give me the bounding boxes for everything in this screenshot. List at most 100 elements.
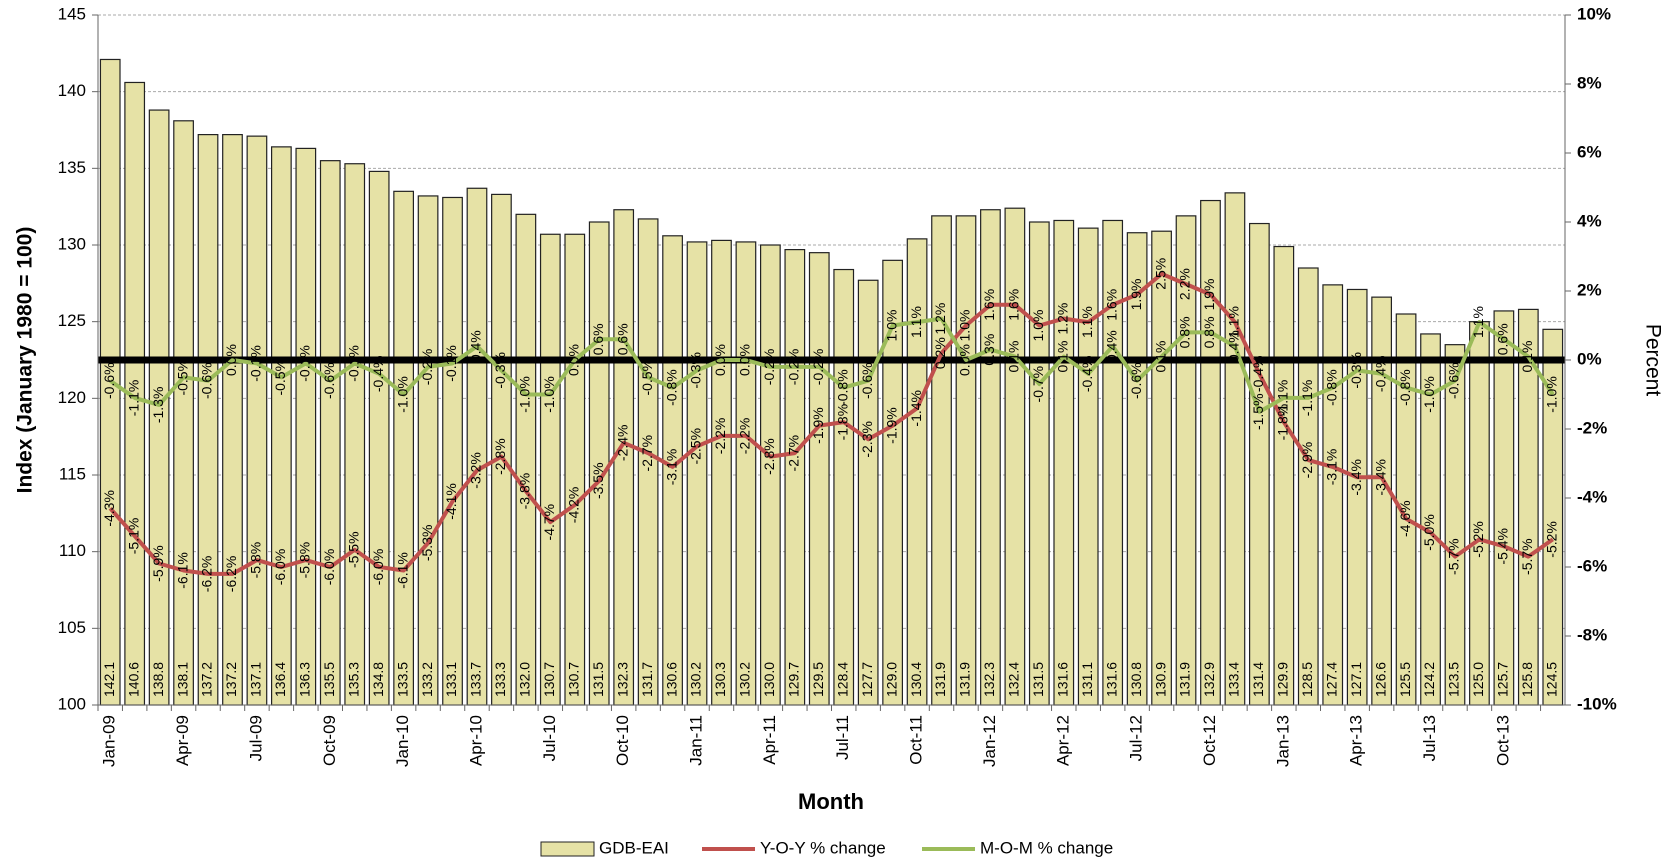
line-value-label: -0.4% (1250, 356, 1266, 393)
x-tick-label: Oct-12 (1200, 715, 1219, 766)
line-value-label: -0.4% (1079, 356, 1095, 393)
bar-value-label: 135.5 (321, 662, 337, 697)
line-value-label: -0.1% (297, 345, 313, 382)
bar (1151, 230, 1172, 706)
bar-value-label: 142.1 (101, 662, 117, 697)
y2-tick-label: 2% (1577, 280, 1602, 299)
y-tick-label: 145 (58, 4, 86, 23)
line-value-label: -0.2% (786, 349, 802, 386)
x-tick-label: Apr-11 (760, 715, 779, 765)
line-value-label: -0.3% (492, 352, 508, 389)
bar-value-label: 130.7 (565, 662, 581, 697)
line-value-label: 0.0% (223, 344, 239, 376)
bar-value-label: 124.2 (1421, 662, 1437, 697)
line-value-label: -5.9% (150, 545, 166, 582)
bar-value-label: 136.4 (272, 662, 288, 697)
legend-label: M-O-M % change (980, 838, 1113, 857)
line-value-label: -3.1% (1323, 449, 1339, 486)
x-tick-label: Jul-13 (1420, 715, 1439, 761)
bar (417, 195, 439, 706)
x-tick-label: Jan-09 (100, 715, 119, 767)
line-value-label: -5.1% (125, 518, 141, 555)
line-value-label: 1.1% (1079, 306, 1095, 338)
bar-value-label: 132.3 (614, 662, 630, 697)
line-value-label: -6.1% (394, 552, 410, 589)
line-value-label: 1.2% (932, 303, 948, 335)
line-value-label: 1.0% (1030, 310, 1046, 342)
bar (1248, 222, 1270, 706)
x-tick-label: Jul-10 (540, 715, 559, 761)
line-value-label: -0.3% (1348, 352, 1364, 389)
bar-value-label: 127.1 (1348, 662, 1364, 697)
bar-value-label: 130.2 (688, 662, 704, 697)
bar-value-label: 128.5 (1299, 662, 1315, 697)
y-tick-label: 115 (59, 464, 86, 483)
y2-axis-title: Percent (1641, 324, 1664, 397)
line-value-label: -1.9% (883, 407, 899, 444)
line-value-label: -3.5% (590, 462, 606, 499)
bar-value-label: 123.5 (1446, 662, 1462, 697)
line-value-label: 0.0% (737, 344, 753, 376)
x-tick-label: Oct-10 (613, 715, 632, 766)
bar-value-label: 133.2 (419, 662, 435, 697)
bar (564, 233, 586, 706)
line-value-label: -0.8% (1323, 369, 1339, 406)
y-tick-label: 135 (58, 158, 86, 177)
bar-value-label: 133.1 (443, 662, 459, 697)
line-value-label: 2.2% (1177, 268, 1193, 300)
line-value-label: 0.6% (1495, 323, 1511, 355)
line-value-label: -0.5% (639, 359, 655, 396)
line-value-label: -5.3% (419, 525, 435, 562)
x-tick-label: Jan-12 (980, 715, 999, 767)
y-tick-label: 120 (58, 388, 86, 407)
bar-value-label: 135.3 (345, 662, 361, 697)
line-value-label: -0.5% (272, 359, 288, 396)
bar-value-label: 130.3 (712, 662, 728, 697)
bar-value-label: 129.9 (1275, 662, 1291, 697)
y2-tick-label: -8% (1577, 625, 1607, 644)
x-tick-label: Jan-10 (393, 715, 412, 767)
line-value-label: -0.2% (761, 349, 777, 386)
line-value-label: -3.1% (663, 449, 679, 486)
line-value-label: -4.6% (1397, 500, 1413, 537)
bar (1322, 284, 1344, 706)
line-value-label: 1.6% (981, 289, 997, 321)
x-tick-label: Apr-12 (1053, 715, 1072, 766)
x-tick-label: Jul-12 (1127, 715, 1146, 761)
bar-value-label: 137.1 (248, 662, 264, 697)
bar-value-label: 128.4 (834, 662, 850, 697)
line-value-label: -1.3% (150, 387, 166, 424)
legend-swatch (540, 841, 595, 857)
line-value-label: -6.2% (223, 556, 239, 593)
bar (686, 241, 708, 706)
line-value-label: -0.8% (663, 369, 679, 406)
bar-value-label: 130.9 (1152, 662, 1168, 697)
y-tick-label: 100 (58, 694, 86, 713)
bar-value-label: 131.6 (1103, 662, 1119, 697)
line-value-label: -2.2% (737, 418, 753, 455)
line-value-label: 1.0% (957, 310, 973, 342)
line-value-label: 1.1% (908, 306, 924, 338)
bar (955, 215, 977, 706)
bar-value-label: 131.5 (1030, 662, 1046, 697)
line-value-label: 0.0% (957, 344, 973, 376)
y2-tick-label: 4% (1577, 211, 1602, 230)
x-axis-title: Month (798, 789, 864, 814)
line-value-label: 1.2% (1054, 303, 1070, 335)
line-value-label: 1.1% (1470, 306, 1486, 338)
line-value-label: 1.6% (1103, 289, 1119, 321)
y2-tick-label: 6% (1577, 142, 1602, 161)
line-value-label: 0.1% (1006, 341, 1022, 373)
x-tick-label: Oct-11 (907, 715, 926, 765)
line-value-label: -3.4% (1348, 459, 1364, 496)
line-value-label: 0.2% (932, 337, 948, 369)
line-value-label: -5.4% (1495, 528, 1511, 565)
line-value-label: -1.0% (541, 376, 557, 413)
bar-value-label: 136.3 (297, 662, 313, 697)
bar (931, 215, 952, 706)
y2-tick-label: 8% (1577, 73, 1602, 92)
line-value-label: -5.2% (1543, 521, 1559, 558)
y2-tick-label: -4% (1577, 487, 1607, 506)
